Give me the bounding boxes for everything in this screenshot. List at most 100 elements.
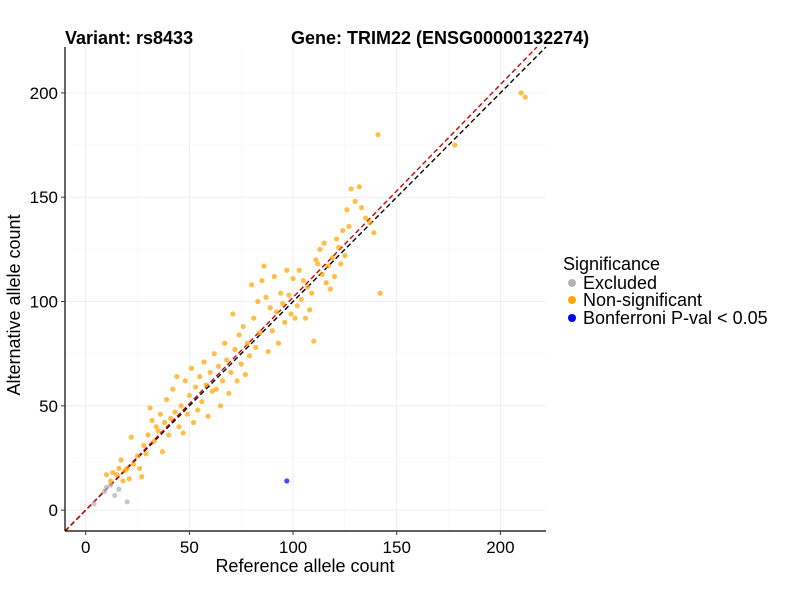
point-non-significant	[340, 227, 346, 234]
point-non-significant	[329, 255, 336, 261]
point-non-significant	[197, 374, 203, 380]
point-non-significant	[174, 374, 180, 380]
point-non-significant	[302, 315, 309, 321]
x-axis-ticks: 0 50 100 150 200	[81, 531, 515, 557]
point-non-significant	[134, 453, 141, 459]
x-tick-label: 0	[81, 538, 90, 557]
point-non-significant	[342, 253, 348, 259]
y-tick-label: 0	[49, 501, 58, 520]
legend-swatch-bonferroni	[568, 314, 576, 322]
point-non-significant	[195, 407, 201, 413]
point-non-significant	[271, 273, 278, 280]
legend-label-non-significant: Non-significant	[583, 290, 702, 310]
point-non-significant	[176, 424, 182, 430]
point-non-significant	[307, 307, 313, 313]
point-non-significant	[352, 198, 358, 204]
point-non-significant	[157, 411, 163, 417]
legend: Significance Excluded Non-significant Bo…	[563, 254, 768, 328]
point-excluded	[108, 482, 114, 488]
point-non-significant	[240, 323, 246, 330]
point-non-significant	[110, 469, 116, 476]
point-non-significant	[344, 207, 350, 213]
point-non-significant	[363, 215, 369, 221]
point-non-significant	[114, 472, 120, 478]
point-non-significant	[284, 267, 290, 273]
point-non-significant	[261, 263, 267, 269]
point-non-significant	[265, 348, 271, 355]
point-non-significant	[321, 240, 327, 246]
point-non-significant	[193, 384, 199, 390]
point-non-significant	[139, 474, 145, 480]
point-non-significant	[518, 90, 524, 96]
point-non-significant	[209, 388, 215, 394]
point-non-significant	[211, 351, 217, 357]
point-non-significant	[147, 405, 153, 411]
y-axis-ticks: 0 50 100 150 200	[30, 84, 65, 520]
point-non-significant	[151, 438, 157, 444]
point-non-significant	[120, 478, 126, 484]
point-non-significant	[217, 403, 224, 409]
point-non-significant	[190, 419, 197, 426]
point-non-significant	[377, 290, 383, 296]
point-non-significant	[141, 442, 147, 449]
point-non-significant	[199, 399, 205, 405]
point-non-significant	[348, 186, 354, 192]
legend-label-excluded: Excluded	[583, 273, 657, 293]
point-non-significant	[296, 267, 302, 273]
point-non-significant	[149, 417, 155, 424]
point-non-significant	[159, 449, 166, 455]
reference-line-fit	[64, 46, 538, 532]
point-non-significant	[346, 223, 352, 230]
point-non-significant	[232, 346, 238, 353]
point-non-significant	[375, 132, 381, 138]
point-non-significant	[267, 305, 273, 311]
point-non-significant	[336, 244, 342, 250]
point-non-significant	[309, 290, 315, 296]
point-non-significant	[246, 353, 253, 359]
point-non-significant	[325, 263, 331, 269]
y-tick-label: 150	[30, 188, 58, 207]
point-non-significant	[103, 472, 110, 478]
gene-title: Gene: TRIM22 (ENSG00000132274)	[291, 28, 589, 48]
point-non-significant	[300, 278, 307, 284]
point-non-significant	[161, 419, 168, 426]
point-non-significant	[172, 409, 178, 415]
point-non-significant	[371, 230, 377, 236]
grid	[65, 47, 546, 531]
legend-swatch-excluded	[568, 279, 576, 287]
point-non-significant	[273, 309, 280, 315]
point-non-significant	[108, 478, 114, 484]
point-excluded	[91, 501, 97, 507]
point-non-significant	[163, 396, 170, 403]
point-non-significant	[128, 434, 134, 440]
point-non-significant	[124, 465, 130, 472]
point-non-significant	[228, 369, 234, 376]
point-non-significant	[298, 296, 304, 303]
point-non-significant	[145, 432, 151, 438]
point-excluded	[103, 484, 110, 490]
legend-label-bonferroni: Bonferroni P-val < 0.05	[583, 308, 768, 328]
point-non-significant	[269, 328, 275, 334]
axes	[64, 47, 546, 532]
point-non-significant	[319, 271, 325, 277]
point-non-significant	[327, 286, 333, 292]
y-tick-label: 200	[30, 84, 58, 103]
point-non-significant	[311, 338, 317, 344]
point-non-significant	[201, 359, 207, 365]
point-non-significant	[182, 378, 188, 384]
point-non-significant	[253, 344, 259, 351]
point-non-significant	[188, 365, 195, 371]
point-non-significant	[153, 424, 159, 430]
point-non-significant	[116, 465, 122, 472]
point-non-significant	[242, 371, 248, 378]
point-non-significant	[286, 292, 292, 298]
point-non-significant	[313, 257, 319, 263]
legend-title: Significance	[563, 254, 660, 274]
point-non-significant	[238, 361, 244, 367]
point-non-significant	[215, 363, 222, 369]
point-non-significant	[170, 386, 176, 392]
x-tick-label: 150	[383, 538, 411, 557]
point-non-significant	[275, 340, 282, 346]
point-non-significant	[280, 301, 286, 307]
